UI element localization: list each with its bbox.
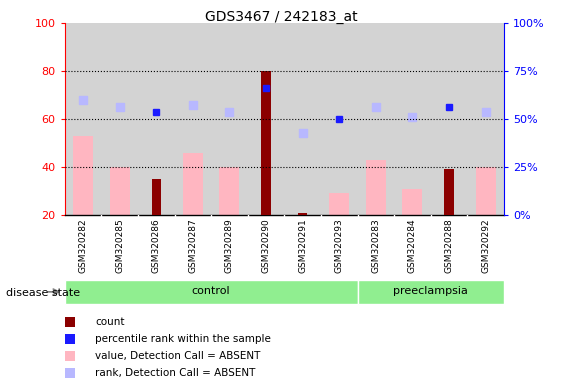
Text: GSM320292: GSM320292 (481, 218, 490, 273)
Bar (431, 23, 467, 215)
Bar (366, 160, 386, 215)
Text: disease state: disease state (6, 288, 80, 298)
Bar (284, 23, 321, 215)
FancyBboxPatch shape (65, 280, 358, 304)
Text: GSM320284: GSM320284 (408, 218, 417, 273)
Bar (211, 23, 248, 215)
Text: GSM320289: GSM320289 (225, 218, 234, 273)
Text: GSM320283: GSM320283 (372, 218, 380, 273)
Text: count: count (96, 317, 125, 327)
Bar (220, 167, 239, 215)
Text: value, Detection Call = ABSENT: value, Detection Call = ABSENT (96, 351, 261, 361)
Text: GSM320286: GSM320286 (152, 218, 160, 273)
Bar (394, 23, 431, 215)
Text: percentile rank within the sample: percentile rank within the sample (96, 334, 271, 344)
Bar (321, 23, 358, 215)
Bar (261, 71, 271, 215)
Bar (248, 23, 284, 215)
Text: control: control (192, 286, 230, 296)
Bar (138, 23, 175, 215)
Bar (329, 194, 349, 215)
Text: preeclampsia: preeclampsia (394, 286, 468, 296)
FancyBboxPatch shape (358, 280, 504, 304)
Text: GSM320285: GSM320285 (115, 218, 124, 273)
Text: GSM320288: GSM320288 (445, 218, 453, 273)
Text: GSM320293: GSM320293 (335, 218, 343, 273)
Bar (183, 152, 203, 215)
Bar (65, 23, 101, 215)
Text: GSM320290: GSM320290 (262, 218, 270, 273)
Text: rank, Detection Call = ABSENT: rank, Detection Call = ABSENT (96, 368, 256, 378)
Text: GSM320282: GSM320282 (79, 218, 87, 273)
Bar (467, 23, 504, 215)
Bar (358, 23, 394, 215)
Bar (101, 23, 138, 215)
Bar (476, 167, 495, 215)
Text: GSM320287: GSM320287 (189, 218, 197, 273)
Text: GDS3467 / 242183_at: GDS3467 / 242183_at (205, 10, 358, 23)
Bar (403, 189, 422, 215)
Bar (444, 169, 454, 215)
Bar (175, 23, 211, 215)
Bar (298, 213, 307, 215)
Text: GSM320291: GSM320291 (298, 218, 307, 273)
Bar (73, 136, 93, 215)
Bar (110, 167, 129, 215)
Bar (151, 179, 161, 215)
